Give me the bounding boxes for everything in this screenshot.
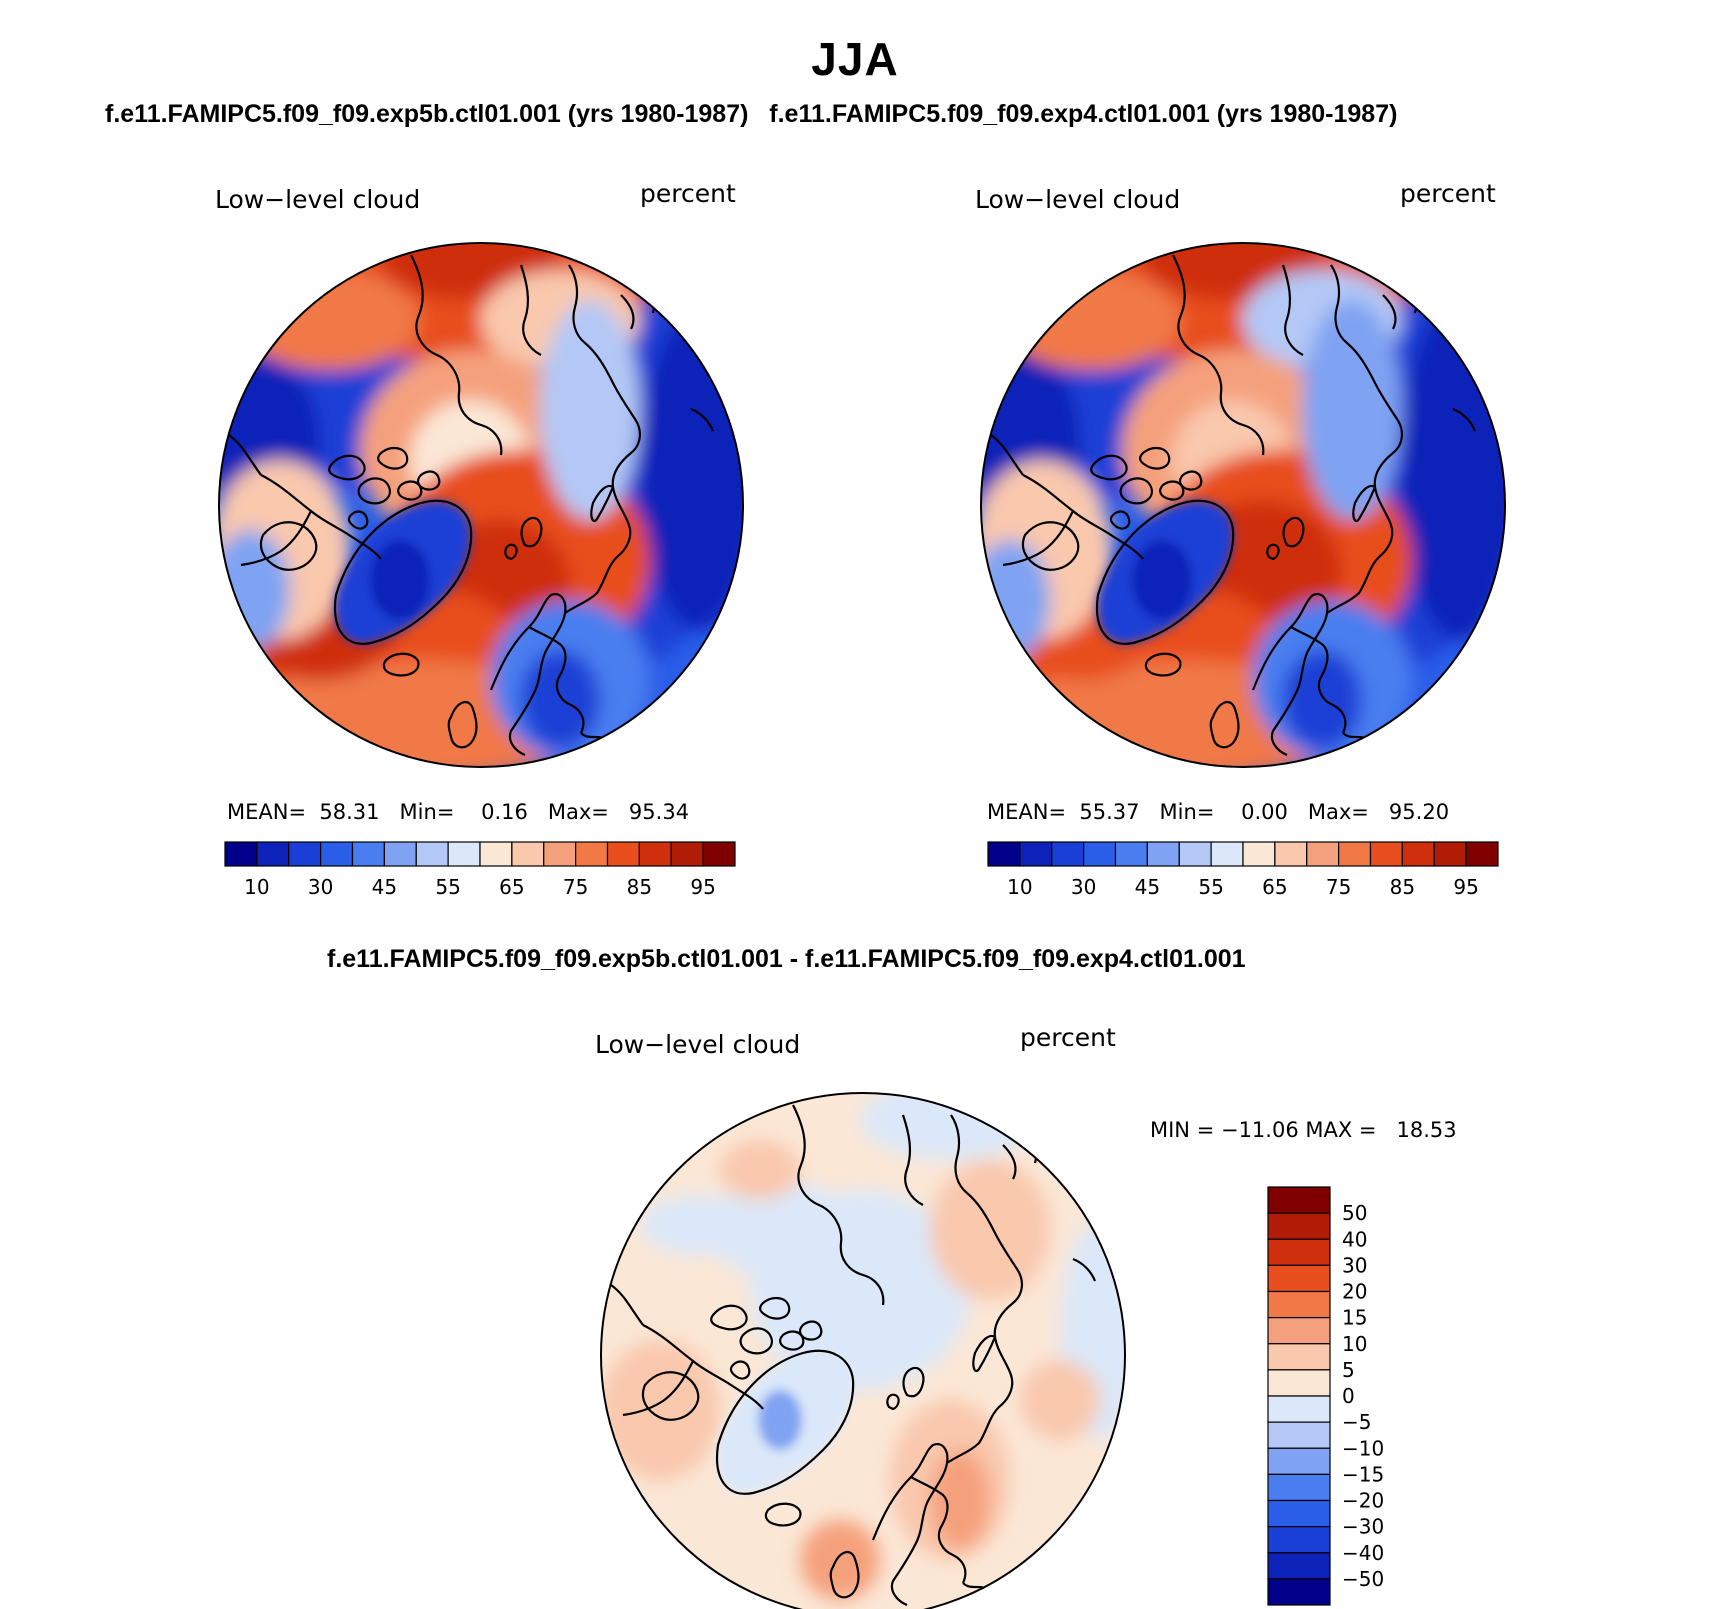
- colorbar-panel2-tick-label: 45: [1135, 875, 1160, 899]
- colorbar-panel3-swatch: [1267, 1264, 1331, 1293]
- colorbar-panel1-tick-label: 55: [435, 875, 460, 899]
- colorbar-panel1-swatch: [320, 841, 354, 867]
- colorbar-panel3-swatch: [1267, 1212, 1331, 1240]
- colorbar-panel1-swatch: [224, 841, 258, 867]
- colorbar-panel3-tick-label: −10: [1342, 1436, 1384, 1460]
- colorbar-panel3-tick-label: −5: [1342, 1410, 1371, 1434]
- colorbar-panel1-swatch: [447, 841, 481, 867]
- colorbar-panel1-tick-label: 95: [690, 875, 715, 899]
- colorbar-panel1-swatch: [606, 841, 640, 867]
- panel2-units-label: percent: [1400, 179, 1496, 208]
- colorbar-panel3-tick-label: 10: [1342, 1332, 1367, 1356]
- colorbar-panel2-swatch: [1274, 841, 1308, 867]
- colorbar-panel1-swatch: [543, 841, 577, 867]
- colorbar-panel3-swatch: [1267, 1526, 1331, 1554]
- colorbar-panel1-swatch: [256, 841, 290, 867]
- colorbar-panel2-tick-label: 65: [1262, 875, 1287, 899]
- colorbar-panel1-swatch: [288, 841, 322, 867]
- colorbar-panel2-tick-label: 85: [1390, 875, 1415, 899]
- colorbar-panel2-swatch: [1401, 841, 1435, 867]
- colorbar-panel3-swatch: [1267, 1395, 1331, 1423]
- colorbar-panel3-swatch: [1267, 1290, 1331, 1319]
- colorbar-panel3-swatch: [1267, 1186, 1331, 1214]
- colorbar-panel1-tick-label: 65: [499, 875, 524, 899]
- colorbar-panel1-swatch: [383, 841, 417, 867]
- colorbar-panel1-tick-label: 85: [627, 875, 652, 899]
- colorbar-panel3-swatch: [1267, 1552, 1331, 1580]
- colorbar-panel3-swatch: [1267, 1317, 1331, 1345]
- colorbar-panel2-tick-label: 30: [1071, 875, 1096, 899]
- panel2-variable-label: Low−level cloud: [975, 185, 1181, 214]
- colorbar-panel1-swatch: [575, 841, 609, 867]
- colorbar-panel1-swatch: [702, 841, 736, 867]
- map-panel2: [980, 242, 1506, 768]
- page-title: JJA: [811, 33, 899, 85]
- colorbar-panel2-tick-label: 75: [1326, 875, 1351, 899]
- colorbar-panel1-tick-label: 45: [372, 875, 397, 899]
- colorbar-panel3-swatch: [1267, 1499, 1331, 1528]
- colorbar-panel3-swatch: [1267, 1473, 1331, 1502]
- colorbar-panel2-swatch: [1338, 841, 1372, 867]
- colorbar-panel3-tick-label: −15: [1342, 1462, 1384, 1486]
- panel3-stats: MIN = −11.06 MAX = 18.53: [1150, 1118, 1457, 1142]
- panel1-stats: MEAN= 58.31 Min= 0.16 Max= 95.34: [227, 800, 690, 824]
- map-panel1: [218, 242, 744, 768]
- bottom-subtitle: f.e11.FAMIPC5.f09_f09.exp5b.ctl01.001 - …: [327, 945, 1246, 973]
- colorbar-panel2-swatch: [1306, 841, 1340, 867]
- panel1-variable-label: Low−level cloud: [215, 185, 421, 214]
- colorbar-panel3-tick-label: 30: [1342, 1253, 1367, 1277]
- colorbar-panel2-swatch: [1210, 841, 1244, 867]
- colorbar-panel1-tick-label: 75: [563, 875, 588, 899]
- colorbar-panel3-tick-label: 0: [1342, 1384, 1355, 1408]
- map-panel3: [600, 1092, 1126, 1609]
- colorbar-panel2-swatch: [987, 841, 1021, 867]
- colorbar-panel2-swatch: [1051, 841, 1085, 867]
- colorbar-panel3-swatch: [1267, 1578, 1331, 1606]
- colorbar-panel3-tick-label: 40: [1342, 1227, 1367, 1251]
- colorbar-panel3-tick-label: −50: [1342, 1567, 1384, 1591]
- panel3-variable-label: Low−level cloud: [595, 1030, 801, 1059]
- panel1-units-label: percent: [640, 179, 736, 208]
- colorbar-panel3-tick-label: 50: [1342, 1201, 1367, 1225]
- colorbar-panel2-tick-label: 10: [1007, 875, 1032, 899]
- colorbar-panel2-swatch: [1114, 841, 1148, 867]
- colorbar-panel3-swatch: [1267, 1447, 1331, 1475]
- colorbar-panel3-swatch: [1267, 1343, 1331, 1371]
- colorbar-panel3-tick-label: −20: [1342, 1489, 1384, 1513]
- panel2-stats: MEAN= 55.37 Min= 0.00 Max= 95.20: [987, 800, 1450, 824]
- colorbar-panel2: 10 30 45 55 65 75 85 95: [987, 841, 1499, 899]
- colorbar-panel3-tick-label: 5: [1342, 1358, 1355, 1382]
- colorbar-panel2-swatch: [1465, 841, 1499, 867]
- colorbar-panel3-swatch: [1267, 1369, 1331, 1397]
- colorbar-panel3-tick-label: 15: [1342, 1306, 1367, 1330]
- colorbar-panel1: 10 30 45 55 65 75 85 95: [224, 841, 736, 899]
- colorbar-panel2-swatch: [1146, 841, 1180, 867]
- colorbar-panel2-swatch: [1369, 841, 1403, 867]
- colorbar-panel1-swatch: [511, 841, 545, 867]
- colorbar-panel2-swatch: [1242, 841, 1276, 867]
- colorbar-panel1-tick-label: 30: [308, 875, 333, 899]
- colorbar-panel1-swatch: [351, 841, 385, 867]
- top-subtitle: f.e11.FAMIPC5.f09_f09.exp5b.ctl01.001 (y…: [105, 100, 1398, 128]
- colorbar-panel2-swatch: [1083, 841, 1117, 867]
- colorbar-panel3-tick-label: 20: [1342, 1280, 1367, 1304]
- colorbar-panel2-tick-label: 55: [1198, 875, 1223, 899]
- colorbar-panel3-swatch: [1267, 1238, 1331, 1266]
- colorbar-panel1-swatch: [638, 841, 672, 867]
- colorbar-panel2-swatch: [1433, 841, 1467, 867]
- colorbar-panel1-swatch: [479, 841, 513, 867]
- colorbar-panel2-tick-label: 95: [1453, 875, 1478, 899]
- panel3-units-label: percent: [1020, 1023, 1116, 1052]
- colorbar-panel2-swatch: [1019, 841, 1053, 867]
- colorbar-panel3-tick-label: −30: [1342, 1515, 1384, 1539]
- colorbar-panel2-swatch: [1178, 841, 1212, 867]
- colorbar-panel1-swatch: [670, 841, 704, 867]
- colorbar-panel3-swatch: [1267, 1421, 1331, 1449]
- colorbar-panel3-tick-label: −40: [1342, 1541, 1384, 1565]
- colorbar-panel1-tick-label: 10: [244, 875, 269, 899]
- colorbar-panel1-swatch: [415, 841, 449, 867]
